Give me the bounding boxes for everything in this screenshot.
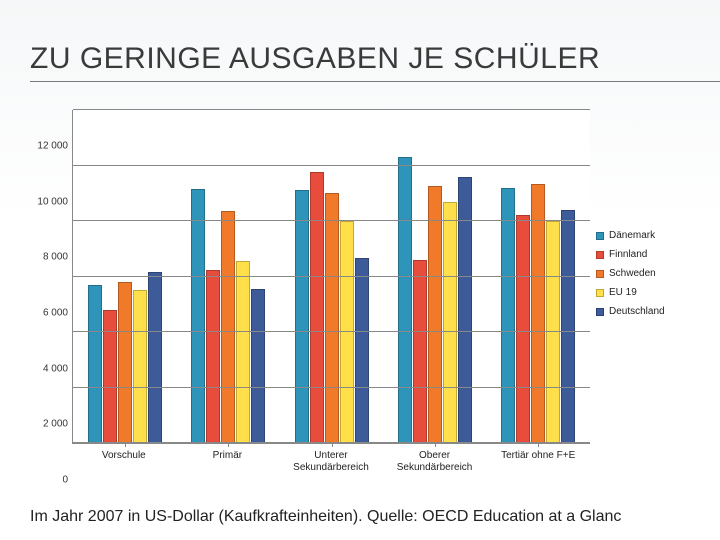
legend-swatch [596, 270, 604, 278]
bar [355, 258, 369, 443]
y-axis-label: 8 000 [30, 252, 68, 263]
bar [148, 272, 162, 443]
legend-swatch [596, 232, 604, 240]
y-axis-label: 6 000 [30, 308, 68, 319]
bar [221, 211, 235, 443]
y-axis-label: 2 000 [30, 419, 68, 430]
legend-item: Schweden [596, 268, 690, 279]
legend-swatch [596, 251, 604, 259]
bar [458, 177, 472, 443]
title-rule [30, 81, 720, 82]
grid-line [73, 109, 590, 110]
legend-swatch [596, 289, 604, 297]
bar [340, 221, 354, 443]
bar [295, 190, 309, 443]
bar [206, 270, 220, 443]
legend-swatch [596, 308, 604, 316]
bar [88, 285, 102, 443]
y-axis-label: 12 000 [30, 141, 68, 152]
bar [516, 215, 530, 443]
grid-line [73, 442, 590, 443]
legend-item: Finnland [596, 249, 690, 260]
bar [546, 221, 560, 443]
bar [310, 172, 324, 443]
x-axis-label: Vorschule [72, 446, 176, 480]
bar-group [280, 110, 383, 443]
bar [103, 310, 117, 443]
legend: Dänemark Finnland Schweden EU 19 Deutschland [596, 230, 690, 325]
x-axis-label: Primär [176, 446, 280, 480]
bar [325, 193, 339, 443]
x-axis-label: Tertiär ohne F+E [486, 446, 590, 480]
legend-label: Finnland [609, 249, 647, 260]
y-axis-label: 4 000 [30, 363, 68, 374]
bar [191, 189, 205, 443]
grid-line [73, 276, 590, 277]
plot-area [72, 110, 590, 444]
bar [251, 289, 265, 443]
bar [443, 202, 457, 443]
y-axis-label: 10 000 [30, 196, 68, 207]
bar [118, 282, 132, 443]
page-title: ZU GERINGE AUSGABEN JE SCHÜLER [30, 42, 720, 76]
legend-item: Dänemark [596, 230, 690, 241]
x-axis-labels: VorschulePrimärUnterer SekundärbereichOb… [72, 446, 590, 480]
legend-label: Dänemark [609, 230, 655, 241]
grid-line [73, 165, 590, 166]
bar-group [176, 110, 279, 443]
bar-group [487, 110, 590, 443]
bar [236, 261, 250, 443]
x-axis-label: Oberer Sekundärbereich [383, 446, 487, 480]
bar [413, 260, 427, 443]
legend-item: EU 19 [596, 287, 690, 298]
x-axis-label: Unterer Sekundärbereich [279, 446, 383, 480]
bar [501, 188, 515, 443]
legend-label: Deutschland [609, 306, 665, 317]
bar-group [383, 110, 486, 443]
legend-item: Deutschland [596, 306, 690, 317]
bar [428, 186, 442, 443]
grid-line [73, 387, 590, 388]
legend-label: Schweden [609, 268, 656, 279]
grid-line [73, 331, 590, 332]
bar [398, 157, 412, 443]
bar-group [73, 110, 176, 443]
y-axis-label: 0 [30, 475, 68, 486]
bar [531, 184, 545, 443]
chart-caption: Im Jahr 2007 in US-Dollar (Kaufkrafteinh… [30, 508, 621, 526]
grid-line [73, 220, 590, 221]
bar [561, 210, 575, 443]
legend-label: EU 19 [609, 287, 637, 298]
bar [133, 290, 147, 443]
bar-groups [73, 110, 590, 443]
spending-chart: VorschulePrimärUnterer SekundärbereichOb… [30, 110, 690, 480]
